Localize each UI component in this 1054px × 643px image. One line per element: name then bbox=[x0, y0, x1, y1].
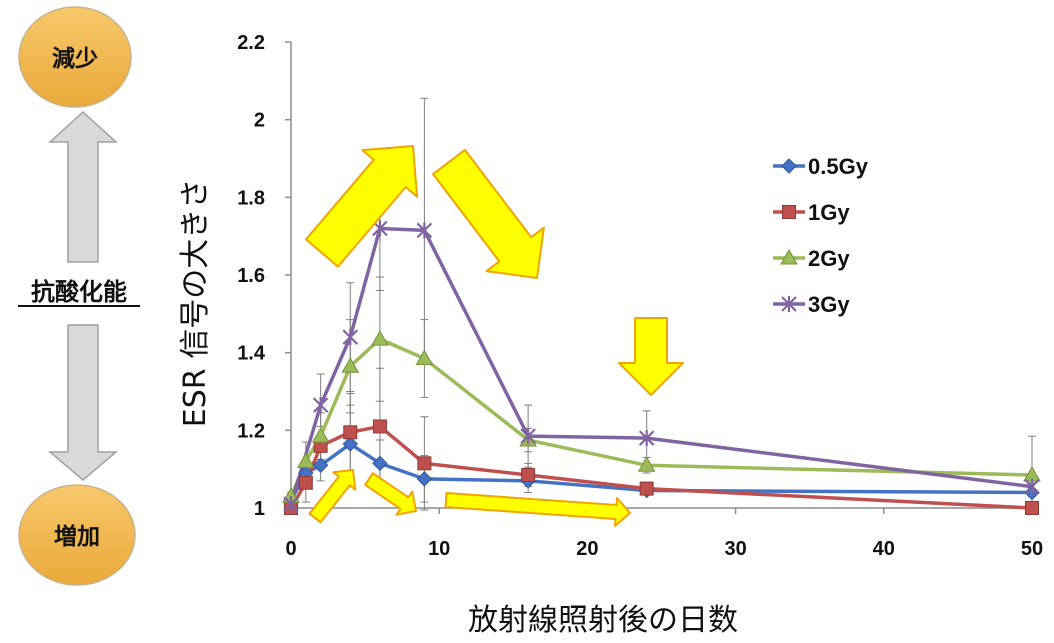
up-arrow-icon bbox=[48, 110, 118, 263]
data-point-1Gy bbox=[639, 481, 654, 496]
tick-labels: 1 1.2 1.4 1.6 1.8 2 2.2 0 10 20 30 40 50 bbox=[237, 32, 1043, 560]
x-axis-title: 放射線照射後の日数 bbox=[468, 603, 738, 638]
trend-arrow-flat-small-icon bbox=[444, 492, 631, 527]
data-point-1Gy bbox=[372, 419, 387, 434]
data-point-2Gy bbox=[780, 248, 798, 265]
data-point-0.5Gy bbox=[342, 436, 358, 452]
legend-label-1Gy: 1Gy bbox=[808, 200, 850, 225]
trend-arrow-fall-small-icon bbox=[364, 472, 417, 516]
data-point-3Gy bbox=[1024, 478, 1040, 495]
data-point-1Gy bbox=[1025, 501, 1039, 515]
data-point-3Gy bbox=[520, 428, 536, 445]
axes bbox=[285, 41, 1033, 514]
decrease-circle bbox=[18, 6, 132, 108]
y-tick-label: 2 bbox=[254, 110, 265, 132]
y-tick-label: 1.8 bbox=[237, 187, 265, 209]
x-tick-label: 10 bbox=[428, 538, 450, 560]
legend-label-0.5Gy: 0.5Gy bbox=[808, 154, 869, 179]
trend-arrow-rise-large-icon bbox=[305, 145, 419, 268]
data-point-2Gy bbox=[415, 349, 434, 365]
data-point-1Gy bbox=[298, 475, 313, 490]
data-point-3Gy bbox=[312, 397, 329, 414]
x-tick-label: 0 bbox=[285, 538, 296, 560]
y-tick-label: 1.2 bbox=[237, 420, 265, 442]
x-tick-label: 30 bbox=[724, 538, 746, 560]
data-point-2Gy bbox=[341, 357, 360, 373]
y-tick-label: 1.6 bbox=[237, 265, 265, 287]
data-point-3Gy bbox=[416, 222, 433, 239]
data-point-0.5Gy bbox=[312, 457, 329, 473]
data-point-1Gy bbox=[417, 456, 432, 471]
esr-chart: 1 1.2 1.4 1.6 1.8 2 2.2 0 10 20 30 40 50 0.5Gy 1Gy 2Gy… bbox=[237, 32, 1043, 560]
y-tick-label: 2.2 bbox=[237, 32, 265, 54]
y-tick-label: 1 bbox=[254, 498, 265, 520]
x-tick-label: 40 bbox=[873, 538, 895, 560]
trend-arrows bbox=[305, 145, 684, 527]
legend-label-3Gy: 3Gy bbox=[808, 292, 850, 317]
data-point-0.5Gy bbox=[781, 158, 797, 174]
data-point-3Gy bbox=[283, 496, 299, 513]
data-point-3Gy bbox=[638, 430, 655, 447]
legend-label-2Gy: 2Gy bbox=[808, 246, 850, 271]
data-point-0.5Gy bbox=[372, 455, 388, 472]
data-point-0.5Gy bbox=[416, 471, 433, 487]
data-point-2Gy bbox=[371, 330, 389, 346]
data-point-3Gy bbox=[781, 296, 797, 312]
x-tick-label: 50 bbox=[1021, 538, 1043, 560]
antioxidant-indicator: 減少 抗酸化能 増加 bbox=[18, 6, 140, 586]
x-tick-label: 20 bbox=[576, 538, 598, 560]
increase-label: 増加 bbox=[54, 523, 100, 550]
data-point-1Gy bbox=[782, 205, 796, 219]
trend-arrow-down-icon bbox=[618, 317, 684, 396]
y-axis-title: ESR 信号の大きさ bbox=[178, 179, 213, 427]
data-point-3Gy bbox=[342, 329, 359, 346]
data-point-2Gy bbox=[296, 452, 315, 468]
y-tick-label: 1.4 bbox=[237, 343, 266, 365]
trend-arrow-fall-large-icon bbox=[432, 148, 545, 279]
series-markers bbox=[282, 220, 1041, 515]
data-point-2Gy bbox=[311, 427, 330, 443]
data-point-1Gy bbox=[343, 425, 358, 440]
series-line-3Gy bbox=[289, 226, 1033, 505]
data-point-1Gy bbox=[521, 467, 536, 482]
trend-arrow-rise-small-icon bbox=[308, 469, 357, 524]
decrease-label: 減少 bbox=[52, 46, 98, 72]
antioxidant-label: 抗酸化能 bbox=[31, 278, 127, 306]
legend: 0.5Gy 1Gy 2Gy 3Gy bbox=[773, 154, 869, 317]
down-arrow-icon bbox=[47, 324, 119, 481]
increase-circle bbox=[18, 484, 136, 586]
data-point-2Gy bbox=[637, 456, 656, 472]
